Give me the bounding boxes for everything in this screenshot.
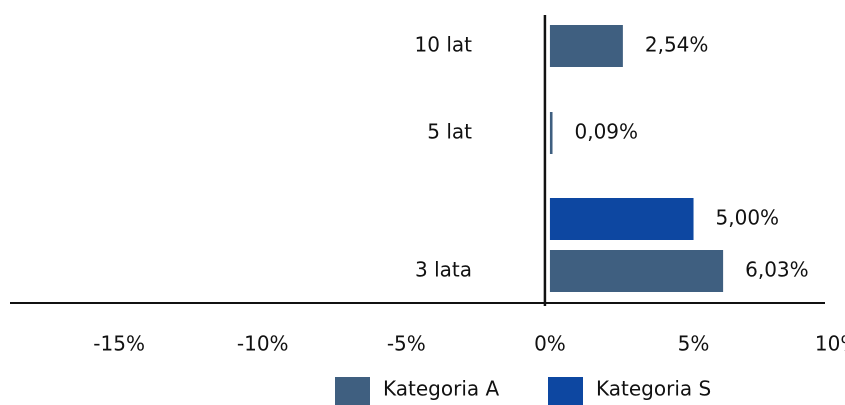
x-tick-label: -15% bbox=[93, 332, 145, 356]
x-tick-label: -5% bbox=[387, 332, 426, 356]
x-tick-label: 5% bbox=[678, 332, 710, 356]
value-label: 6,03% bbox=[745, 258, 809, 282]
legend-swatch bbox=[335, 377, 370, 405]
x-tick-label: 10% bbox=[815, 332, 845, 356]
legend-swatch bbox=[548, 377, 583, 405]
category-label: 3 lata bbox=[415, 258, 472, 282]
bar bbox=[549, 112, 553, 154]
category-label: 5 lat bbox=[427, 120, 472, 144]
bar bbox=[549, 198, 694, 240]
x-tick-label: 0% bbox=[534, 332, 566, 356]
legend-label: Kategoria S bbox=[596, 377, 711, 401]
bar bbox=[549, 250, 724, 292]
value-label: 0,09% bbox=[575, 120, 639, 144]
value-label: 2,54% bbox=[645, 33, 709, 57]
bar bbox=[549, 25, 623, 67]
x-tick-label: -10% bbox=[237, 332, 289, 356]
category-label: 10 lat bbox=[415, 33, 473, 57]
value-label: 5,00% bbox=[716, 206, 780, 230]
legend-label: Kategoria A bbox=[383, 377, 499, 401]
